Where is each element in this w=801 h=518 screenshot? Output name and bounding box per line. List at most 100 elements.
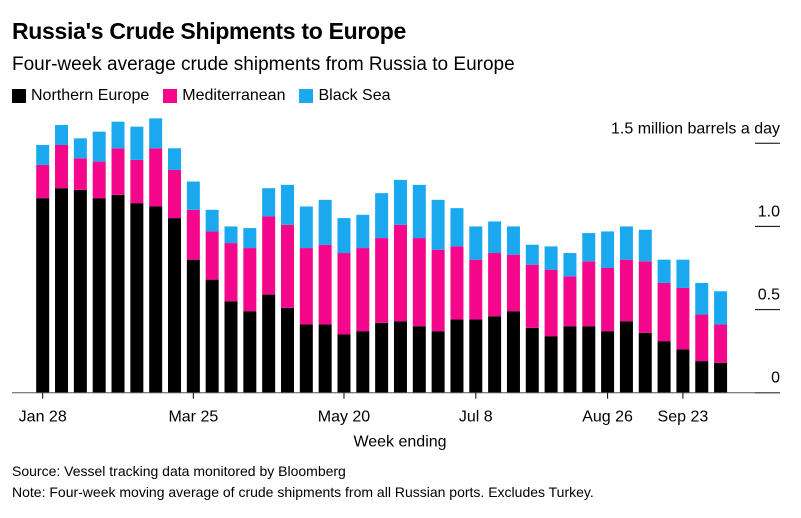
bar-segment-black-sea	[130, 126, 144, 160]
bar-segment-northern-europe	[375, 322, 389, 393]
bar-segment-mediterranean	[714, 324, 728, 363]
bar-segment-mediterranean	[375, 238, 389, 323]
bar-segment-mediterranean	[676, 287, 690, 350]
bar-segment-mediterranean	[619, 259, 633, 322]
bar-segment-black-sea	[582, 233, 596, 262]
x-tick-label: May 20	[318, 409, 371, 426]
y-tick-label: 0.5	[758, 287, 780, 304]
bar-segment-black-sea	[601, 231, 615, 268]
bar-segment-black-sea	[714, 291, 728, 325]
bar-segment-black-sea	[412, 184, 426, 239]
bar-segment-northern-europe	[205, 279, 219, 393]
bar-segment-northern-europe	[676, 349, 690, 393]
bar-segment-mediterranean	[638, 261, 652, 333]
bar-segment-northern-europe	[92, 198, 106, 393]
chart-title: Russia's Crude Shipments to Europe	[12, 18, 407, 44]
bar-segment-mediterranean	[695, 314, 709, 362]
bar-segment-black-sea	[506, 226, 520, 255]
bar-segment-mediterranean	[582, 261, 596, 327]
bar-segment-mediterranean	[318, 244, 332, 325]
bar-segment-black-sea	[375, 193, 389, 239]
bar-segment-mediterranean	[243, 248, 257, 312]
bar-segment-black-sea	[695, 282, 709, 315]
bar-segment-black-sea	[224, 226, 238, 244]
bar-segment-black-sea	[488, 221, 502, 254]
bar-segment-mediterranean	[186, 209, 200, 260]
bar-segment-northern-europe	[111, 194, 125, 393]
bar-segment-northern-europe	[186, 259, 200, 393]
bar-segment-black-sea	[299, 206, 313, 249]
bar-segment-northern-europe	[130, 203, 144, 393]
bar-segment-northern-europe	[563, 326, 577, 393]
bar-segment-black-sea	[55, 125, 69, 145]
legend: Northern Europe Mediterranean Black Sea	[12, 87, 391, 105]
bar-segment-black-sea	[111, 121, 125, 149]
bar-segment-northern-europe	[431, 331, 445, 393]
bar-segment-northern-europe	[356, 331, 370, 393]
bar-segment-mediterranean	[168, 169, 182, 219]
bar-segment-black-sea	[318, 199, 332, 245]
bar-segment-black-sea	[92, 131, 106, 162]
bar-segment-mediterranean	[299, 248, 313, 325]
bar-segment-mediterranean	[525, 264, 539, 328]
bar-segment-northern-europe	[337, 334, 351, 393]
legend-label: Mediterranean	[182, 87, 286, 104]
bar-segment-mediterranean	[337, 253, 351, 335]
bar-segment-black-sea	[356, 214, 370, 249]
bar-segment-northern-europe	[243, 311, 257, 393]
legend-swatch	[299, 89, 314, 103]
bar-segment-mediterranean	[111, 148, 125, 195]
bar-segment-black-sea	[186, 181, 200, 210]
bar-segment-black-sea	[168, 148, 182, 170]
bar-segment-black-sea	[469, 226, 483, 260]
bar-segment-mediterranean	[73, 158, 87, 190]
stacked-bar-chart: 0 0.5 1.0 1.5 million barrels a day Jan 28 Ma…	[12, 118, 780, 451]
bar-segment-northern-europe	[619, 321, 633, 393]
legend-swatch	[12, 89, 26, 103]
bar-segment-black-sea	[619, 226, 633, 260]
source-note: Source: Vessel tracking data monitored b…	[12, 463, 346, 479]
x-tick-label: Sep 23	[658, 409, 709, 426]
x-tick-label: Jul 8	[459, 409, 493, 426]
bar-segment-black-sea	[450, 208, 464, 247]
bar-segment-northern-europe	[544, 336, 558, 393]
bar-segment-northern-europe	[280, 307, 294, 393]
bar-segment-black-sea	[36, 144, 50, 165]
legend-label: Northern Europe	[31, 87, 150, 104]
bar-segment-mediterranean	[601, 268, 615, 332]
bar-segment-mediterranean	[412, 238, 426, 327]
chart-subtitle: Four-week average crude shipments from R…	[12, 54, 515, 75]
bar-segment-northern-europe	[714, 362, 728, 393]
bar-segment-mediterranean	[55, 144, 69, 189]
bar-segment-northern-europe	[450, 319, 464, 393]
bar-segment-mediterranean	[431, 249, 445, 332]
y-tick-label: 0	[771, 370, 780, 387]
legend-item-mediterranean: Mediterranean	[163, 87, 285, 105]
bar-segment-northern-europe	[299, 324, 313, 393]
bar-segment-black-sea	[563, 253, 577, 277]
bar-segment-black-sea	[393, 179, 407, 225]
bar-segment-northern-europe	[168, 218, 182, 393]
bar-segment-black-sea	[262, 188, 276, 217]
bar-segment-black-sea	[149, 118, 163, 149]
bar-segment-northern-europe	[36, 198, 50, 393]
legend-item-black-sea: Black Sea	[299, 87, 391, 105]
legend-item-northern-europe: Northern Europe	[12, 87, 149, 105]
x-tick-label: Jan 28	[19, 409, 67, 426]
bar-segment-mediterranean	[450, 246, 464, 320]
bar-segment-mediterranean	[393, 224, 407, 322]
bar-segment-mediterranean	[224, 243, 238, 302]
legend-swatch	[163, 89, 178, 103]
bar-segment-northern-europe	[318, 324, 332, 393]
bar-segment-northern-europe	[506, 311, 520, 393]
bar-segment-black-sea	[525, 244, 539, 265]
bar-segment-northern-europe	[601, 331, 615, 393]
bar-segment-northern-europe	[262, 294, 276, 393]
bar-segment-northern-europe	[393, 321, 407, 393]
bar-segment-mediterranean	[262, 216, 276, 295]
bar-segment-mediterranean	[544, 269, 558, 337]
bar-segment-black-sea	[638, 229, 652, 262]
bar-segment-mediterranean	[488, 253, 502, 317]
bar-segment-northern-europe	[582, 326, 596, 393]
bar-segment-northern-europe	[55, 188, 69, 393]
